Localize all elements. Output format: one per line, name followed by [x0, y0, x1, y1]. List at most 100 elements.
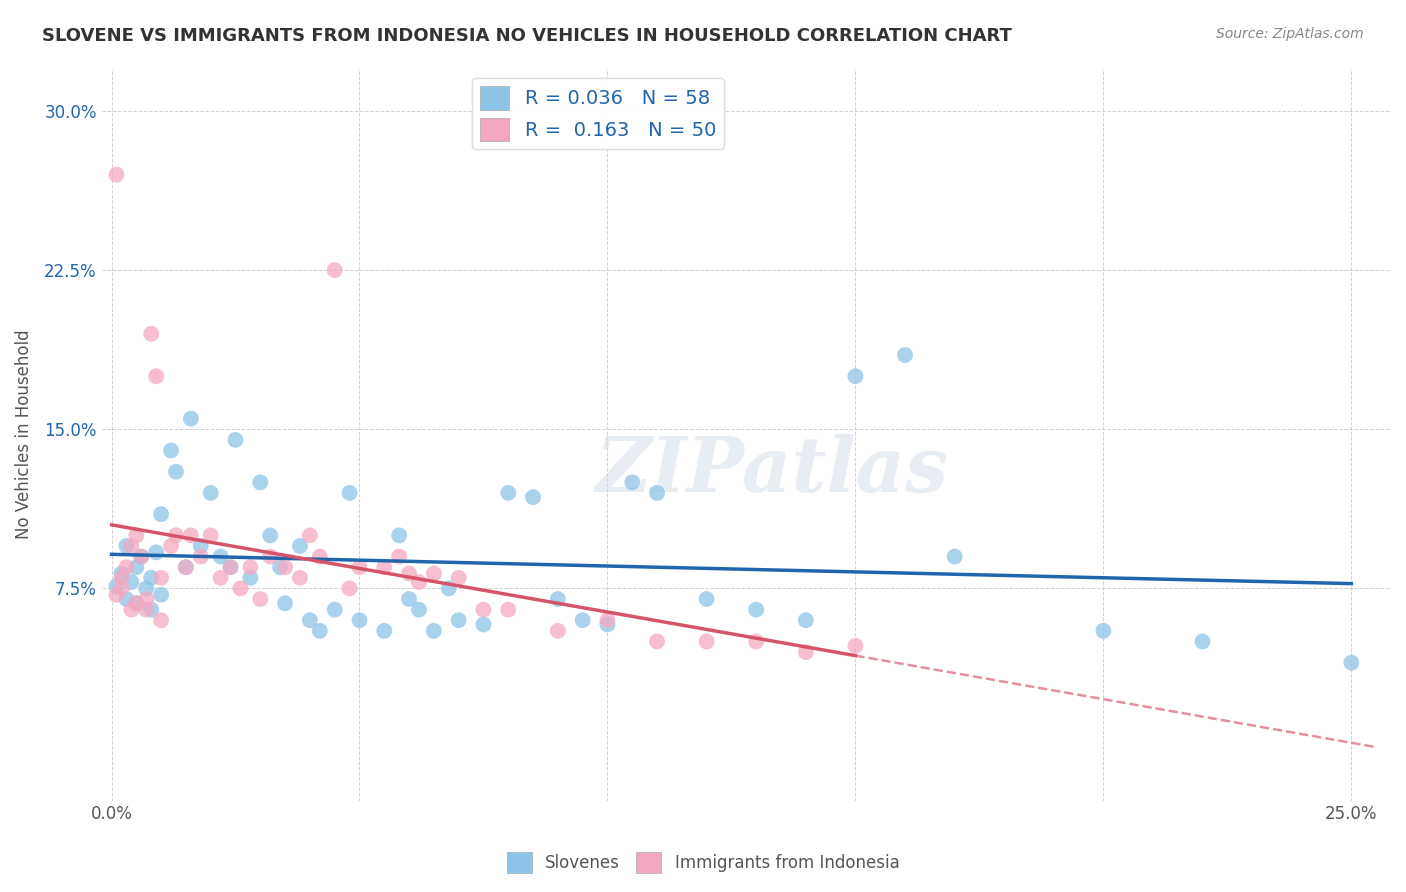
Point [571, 613, 593, 627]
Point [105, 579, 128, 593]
Point [308, 624, 330, 638]
Point [105, 588, 128, 602]
Point [398, 566, 420, 581]
Point [373, 624, 395, 638]
Point [249, 475, 271, 490]
Point [447, 571, 470, 585]
Point [129, 549, 152, 564]
Legend: Slovenes, Immigrants from Indonesia: Slovenes, Immigrants from Indonesia [501, 846, 905, 880]
Point [224, 433, 246, 447]
Text: SLOVENE VS IMMIGRANTS FROM INDONESIA NO VEHICLES IN HOUSEHOLD CORRELATION CHART: SLOVENE VS IMMIGRANTS FROM INDONESIA NO … [42, 27, 1012, 45]
Point [174, 560, 197, 574]
Point [423, 566, 446, 581]
Point [323, 602, 346, 616]
Point [696, 634, 718, 648]
Point [115, 560, 138, 574]
Point [696, 592, 718, 607]
Point [120, 602, 142, 616]
Point [239, 560, 262, 574]
Point [943, 549, 966, 564]
Point [209, 571, 232, 585]
Point [447, 613, 470, 627]
Point [1340, 656, 1362, 670]
Point [298, 528, 321, 542]
Point [150, 613, 173, 627]
Point [141, 571, 163, 585]
Point [472, 602, 495, 616]
Point [408, 575, 430, 590]
Point [135, 592, 157, 607]
Point [141, 326, 163, 341]
Point [437, 582, 460, 596]
Point [190, 539, 212, 553]
Point [1191, 634, 1213, 648]
Point [229, 582, 252, 596]
Point [160, 539, 183, 553]
Point [596, 613, 619, 627]
Point [308, 549, 330, 564]
Text: ZIPatlas: ZIPatlas [596, 434, 949, 508]
Point [398, 592, 420, 607]
Point [129, 549, 152, 564]
Point [596, 617, 619, 632]
Point [135, 602, 157, 616]
Point [844, 639, 866, 653]
Point [150, 507, 173, 521]
Point [125, 596, 148, 610]
Point [1092, 624, 1115, 638]
Point [894, 348, 917, 362]
Point [145, 369, 167, 384]
Point [115, 539, 138, 553]
Point [110, 566, 132, 581]
Point [349, 560, 371, 574]
Point [349, 613, 371, 627]
Point [125, 560, 148, 574]
Point [339, 582, 361, 596]
Legend: R = 0.036   N = 58, R =  0.163   N = 50: R = 0.036 N = 58, R = 0.163 N = 50 [472, 78, 724, 149]
Point [288, 539, 311, 553]
Point [190, 549, 212, 564]
Point [844, 369, 866, 384]
Point [323, 263, 346, 277]
Point [269, 560, 291, 574]
Point [135, 582, 157, 596]
Point [496, 602, 519, 616]
Point [120, 539, 142, 553]
Point [547, 592, 569, 607]
Point [259, 549, 281, 564]
Point [298, 613, 321, 627]
Point [645, 486, 668, 500]
Point [150, 588, 173, 602]
Point [522, 490, 544, 504]
Point [388, 549, 411, 564]
Point [219, 560, 242, 574]
Point [200, 528, 222, 542]
Point [125, 528, 148, 542]
Point [423, 624, 446, 638]
Point [180, 528, 202, 542]
Point [745, 634, 768, 648]
Point [209, 549, 232, 564]
Point [165, 528, 187, 542]
Point [745, 602, 768, 616]
Point [645, 634, 668, 648]
Point [274, 596, 297, 610]
Point [150, 571, 173, 585]
Point [165, 465, 187, 479]
Point [115, 592, 138, 607]
Text: Source: ZipAtlas.com: Source: ZipAtlas.com [1216, 27, 1364, 41]
Point [472, 617, 495, 632]
Point [200, 486, 222, 500]
Point [105, 168, 128, 182]
Point [408, 602, 430, 616]
Point [274, 560, 297, 574]
Point [180, 411, 202, 425]
Point [621, 475, 644, 490]
Point [110, 571, 132, 585]
Y-axis label: No Vehicles in Household: No Vehicles in Household [15, 330, 32, 540]
Point [794, 613, 817, 627]
Point [239, 571, 262, 585]
Point [141, 602, 163, 616]
Point [288, 571, 311, 585]
Point [259, 528, 281, 542]
